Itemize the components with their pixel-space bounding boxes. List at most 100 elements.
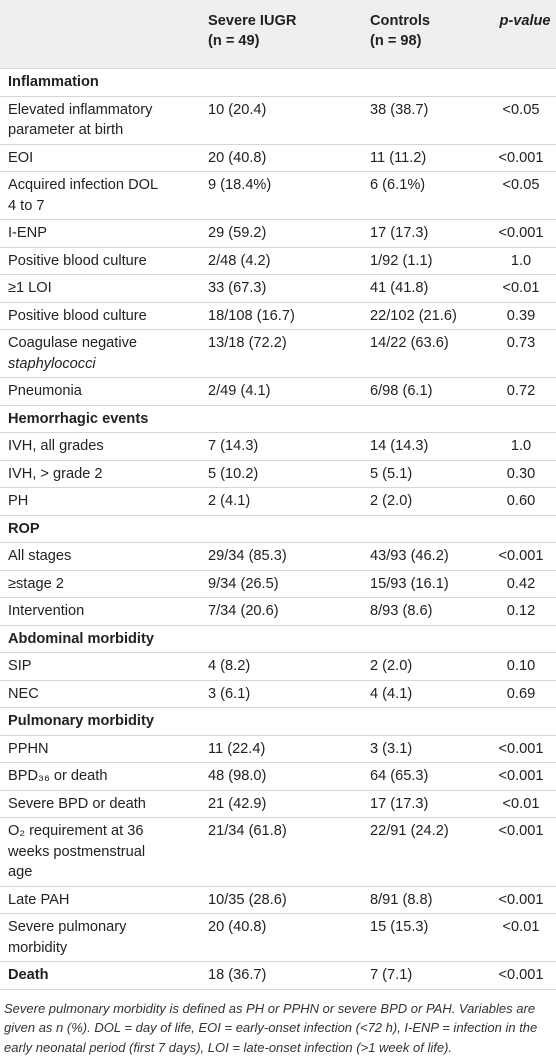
value-cell: 0.42 xyxy=(490,570,556,598)
value-cell: 18 (36.7) xyxy=(200,962,362,990)
section-row: ROP xyxy=(0,515,556,543)
row-label: PH xyxy=(0,488,200,516)
value-cell: <0.001 xyxy=(490,144,556,172)
value-cell: 1.0 xyxy=(490,433,556,461)
value-cell: 21 (42.9) xyxy=(200,790,362,818)
value-cell: 8/93 (8.6) xyxy=(362,598,490,626)
value-cell: 0.10 xyxy=(490,653,556,681)
value-cell: 0.72 xyxy=(490,378,556,406)
header-line: Controls xyxy=(370,11,486,31)
header-line: (n = 49) xyxy=(208,31,358,51)
row-label: Death xyxy=(0,962,200,990)
value-cell: 8/91 (8.8) xyxy=(362,886,490,914)
label-line: PH xyxy=(8,491,196,512)
value-cell: 5 (10.2) xyxy=(200,460,362,488)
header-line: Severe IUGR xyxy=(208,11,358,31)
value-cell: <0.001 xyxy=(490,962,556,990)
label-line: ≥1 LOI xyxy=(8,278,196,299)
value-cell: 33 (67.3) xyxy=(200,275,362,303)
value-cell: 2 (2.0) xyxy=(362,488,490,516)
value-cell: 15/93 (16.1) xyxy=(362,570,490,598)
label-line: Intervention xyxy=(8,601,196,622)
value-cell: 20 (40.8) xyxy=(200,914,362,962)
value-cell: <0.001 xyxy=(490,818,556,887)
value-cell: 11 (11.2) xyxy=(362,144,490,172)
label-line: Elevated inflammatory xyxy=(8,100,196,121)
value-cell: 17 (17.3) xyxy=(362,220,490,248)
value-cell: <0.05 xyxy=(490,172,556,220)
row-label: NEC xyxy=(0,680,200,708)
value-cell: 29/34 (85.3) xyxy=(200,543,362,571)
value-cell: <0.001 xyxy=(490,735,556,763)
value-cell: 0.73 xyxy=(490,330,556,378)
value-cell: 10/35 (28.6) xyxy=(200,886,362,914)
value-cell: 64 (65.3) xyxy=(362,763,490,791)
value-cell: 7/34 (20.6) xyxy=(200,598,362,626)
value-cell: 9/34 (26.5) xyxy=(200,570,362,598)
value-cell: 6/98 (6.1) xyxy=(362,378,490,406)
label-line: I-ENP xyxy=(8,223,196,244)
label-line: NEC xyxy=(8,684,196,705)
value-cell: <0.01 xyxy=(490,914,556,962)
label-line: Death xyxy=(8,965,196,986)
value-cell: 0.12 xyxy=(490,598,556,626)
value-cell: 1/92 (1.1) xyxy=(362,247,490,275)
value-cell: 22/91 (24.2) xyxy=(362,818,490,887)
row-label: EOI xyxy=(0,144,200,172)
footnote: Severe pulmonary morbidity is defined as… xyxy=(0,990,556,1057)
row-label: SIP xyxy=(0,653,200,681)
value-cell: 1.0 xyxy=(490,247,556,275)
value-cell: 2 (4.1) xyxy=(200,488,362,516)
row-label: Hemorrhagic events xyxy=(0,405,556,433)
value-cell: 15 (15.3) xyxy=(362,914,490,962)
value-cell: 3 (6.1) xyxy=(200,680,362,708)
value-cell: 14/22 (63.6) xyxy=(362,330,490,378)
header-cell: Controls(n = 98) xyxy=(362,0,490,69)
label-line: IVH, all grades xyxy=(8,436,196,457)
value-cell: 0.39 xyxy=(490,302,556,330)
header-cell: p-value xyxy=(490,0,556,69)
label-line: ≥stage 2 xyxy=(8,574,196,595)
row-label: All stages xyxy=(0,543,200,571)
data-table: Severe IUGR(n = 49)Controls(n = 98)p-val… xyxy=(0,0,556,990)
row-label: I-ENP xyxy=(0,220,200,248)
value-cell: <0.05 xyxy=(490,96,556,144)
label-line: Acquired infection DOL xyxy=(8,175,196,196)
label-line: Late PAH xyxy=(8,890,196,911)
label-line: EOI xyxy=(8,148,196,169)
value-cell: 4 (4.1) xyxy=(362,680,490,708)
row-label: Late PAH xyxy=(0,886,200,914)
value-cell: 43/93 (46.2) xyxy=(362,543,490,571)
header-line: (n = 98) xyxy=(370,31,486,51)
value-cell: 6 (6.1%) xyxy=(362,172,490,220)
value-cell: 0.60 xyxy=(490,488,556,516)
row-label: ROP xyxy=(0,515,556,543)
label-line: 4 to 7 xyxy=(8,196,196,217)
label-line: IVH, > grade 2 xyxy=(8,464,196,485)
value-cell: 9 (18.4%) xyxy=(200,172,362,220)
label-line: O₂ requirement at 36 xyxy=(8,821,196,842)
section-row: Inflammation xyxy=(0,69,556,97)
label-line: Severe pulmonary xyxy=(8,917,196,938)
value-cell: 4 (8.2) xyxy=(200,653,362,681)
value-cell: 7 (7.1) xyxy=(362,962,490,990)
label-line: Coagulase negative xyxy=(8,333,196,354)
value-cell: 22/102 (21.6) xyxy=(362,302,490,330)
header-cell: Severe IUGR(n = 49) xyxy=(200,0,362,69)
